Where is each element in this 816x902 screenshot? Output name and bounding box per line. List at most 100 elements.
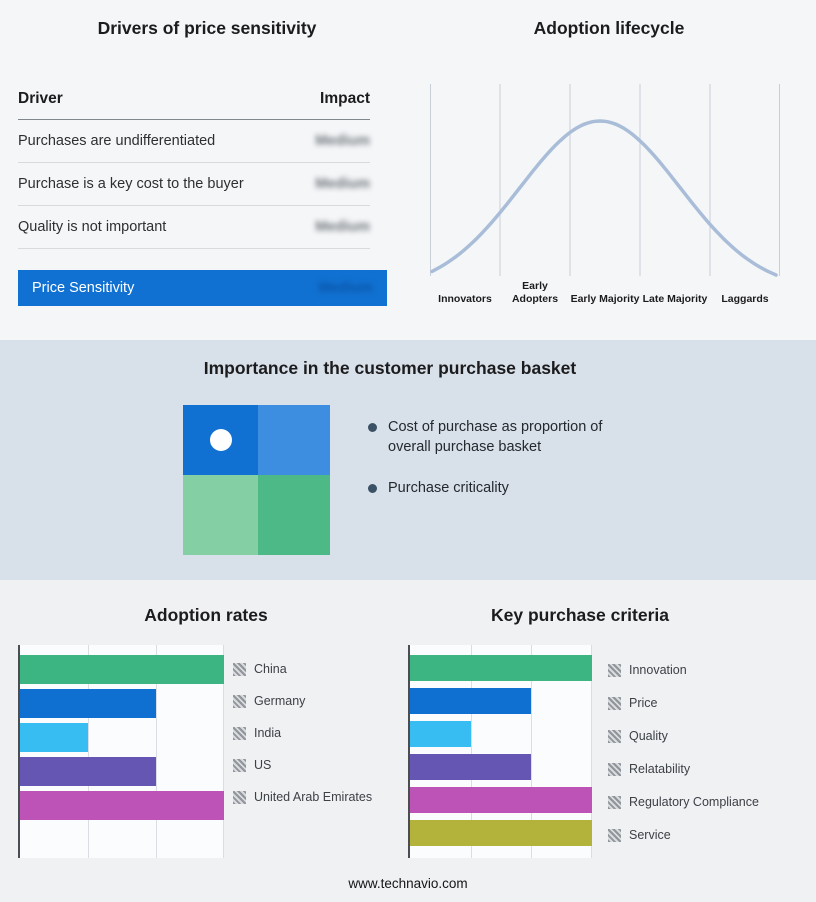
legend-label: United Arab Emirates: [254, 790, 373, 804]
legend-label: Quality: [629, 729, 668, 743]
legend-swatch-icon: [233, 790, 246, 804]
price-sensitivity-label: Price Sensitivity: [32, 280, 135, 296]
bar-row: [20, 655, 224, 684]
adoption-rates-legend: China Germany India US United Arab Emirates: [233, 662, 372, 822]
bar-row: [410, 820, 592, 846]
legend-label: Service: [629, 828, 671, 842]
bar-united-arab-emirates: [20, 791, 224, 820]
impact-value: Medium: [315, 133, 370, 149]
bar-row: [20, 689, 224, 718]
driver-label: Purchase is a key cost to the buyer: [18, 176, 244, 192]
lifecycle-stage-label: Early Adopters: [511, 279, 559, 305]
legend-swatch-icon: [608, 729, 621, 743]
bullet-item: Purchase criticality: [368, 479, 643, 499]
legend-item-price: Price: [608, 696, 759, 710]
top-section: Drivers of price sensitivity Driver Impa…: [0, 0, 816, 340]
basket-panel-title: Importance in the customer purchase bask…: [203, 358, 577, 378]
legend-item-china: China: [233, 662, 372, 676]
legend-swatch-icon: [233, 694, 246, 708]
bar-row: [20, 757, 224, 786]
bell-curve-path: [430, 119, 778, 277]
driver-label: Purchases are undifferentiated: [18, 133, 216, 149]
lifecycle-stage-label: Innovators: [438, 292, 492, 305]
gridline: [155, 645, 157, 858]
bar-row: [20, 791, 224, 820]
legend-label: Regulatory Compliance: [629, 795, 759, 809]
drivers-panel-title: Drivers of price sensitivity: [97, 18, 317, 38]
bar-us: [20, 757, 156, 786]
driver-label: Quality is not important: [18, 219, 167, 235]
legend-item-us: US: [233, 758, 372, 772]
lifecycle-panel-title: Adoption lifecycle: [533, 18, 685, 38]
adoption-rates-title: Adoption rates: [144, 605, 268, 625]
bar-row: [410, 721, 592, 747]
legend-label: Innovation: [629, 663, 687, 677]
legend-item-quality: Quality: [608, 729, 759, 743]
bar-row: [20, 723, 224, 752]
legend-item-india: India: [233, 726, 372, 740]
quadrant-bottom-right: [258, 475, 330, 555]
bell-curve-chart: [430, 84, 780, 277]
adoption-rates-chart: Adoption rates China Germany India US United…: [0, 580, 816, 902]
legend-label: China: [254, 662, 287, 676]
key-purchase-criteria-title: Key purchase criteria: [490, 605, 669, 625]
bar-china: [20, 655, 224, 684]
adoption-rates-bars: [20, 645, 224, 825]
basket-bullet-list: Cost of purchase as proportion of overal…: [368, 418, 643, 521]
driver-row: Purchases are undifferentiated Medium: [18, 120, 370, 163]
legend-item-relatability: Relatability: [608, 762, 759, 776]
legend-item-germany: Germany: [233, 694, 372, 708]
lifecycle-stage-label: Laggards: [721, 292, 769, 305]
gridline: [87, 645, 89, 858]
legend-label: Relatability: [629, 762, 691, 776]
legend-item-regulatory-compliance: Regulatory Compliance: [608, 795, 759, 809]
lifecycle-stage-label: Early Majority: [570, 292, 640, 305]
driver-row: Quality is not important Medium: [18, 206, 370, 249]
legend-item-service: Service: [608, 828, 759, 842]
legend-swatch-icon: [608, 795, 621, 809]
gridline: [223, 645, 224, 858]
legend-label: Germany: [254, 694, 306, 708]
bullet-text: Cost of purchase as proportion of overal…: [388, 419, 603, 455]
bar-row: [410, 787, 592, 813]
legend-item-united-arab-emirates: United Arab Emirates: [233, 790, 372, 804]
quadrant-bottom-left: [183, 475, 258, 555]
bar-row: [410, 754, 592, 780]
legend-swatch-icon: [233, 662, 246, 676]
gridline: [470, 645, 472, 858]
footer-url: www.technavio.com: [348, 876, 468, 891]
legend-swatch-icon: [608, 828, 621, 842]
purchase-basket-section: Importance in the customer purchase bask…: [0, 340, 816, 580]
impact-value: Medium: [315, 176, 370, 192]
legend-label: Price: [629, 696, 658, 710]
key-purchase-criteria-chart: Key purchase criteria Innovation Price Qua…: [0, 580, 816, 902]
bottom-section: Adoption rates China Germany India US United…: [0, 580, 816, 902]
legend-label: US: [254, 758, 272, 772]
bar-service: [410, 820, 592, 846]
basket-quadrant-graphic: [183, 405, 330, 555]
impact-value: Medium: [315, 219, 370, 235]
impact-column-header: Impact: [320, 90, 370, 107]
bullet-item: Cost of purchase as proportion of overal…: [368, 418, 643, 457]
bar-row: [410, 688, 592, 714]
key-purchase-criteria-bars: [410, 645, 592, 853]
quadrant-top-right: [258, 405, 330, 475]
quadrant-top-left: [183, 405, 258, 475]
drivers-table-header: Driver Impact: [18, 90, 370, 120]
bar-relatability: [410, 754, 532, 780]
lifecycle-stage-label: Late Majority: [642, 292, 708, 305]
bar-innovation: [410, 655, 592, 681]
legend-item-innovation: Innovation: [608, 663, 759, 677]
gridline: [591, 645, 592, 858]
bullet-dot-icon: [368, 423, 377, 432]
adoption-rates-plot: [18, 645, 224, 858]
drivers-table: Driver Impact Purchases are undifferenti…: [18, 90, 370, 249]
legend-label: India: [254, 726, 282, 740]
bar-row: [410, 655, 592, 681]
legend-swatch-icon: [608, 762, 621, 776]
bar-germany: [20, 689, 156, 718]
bullet-text: Purchase criticality: [388, 480, 509, 497]
bar-regulatory-compliance: [410, 787, 592, 813]
driver-column-header: Driver: [18, 90, 63, 107]
